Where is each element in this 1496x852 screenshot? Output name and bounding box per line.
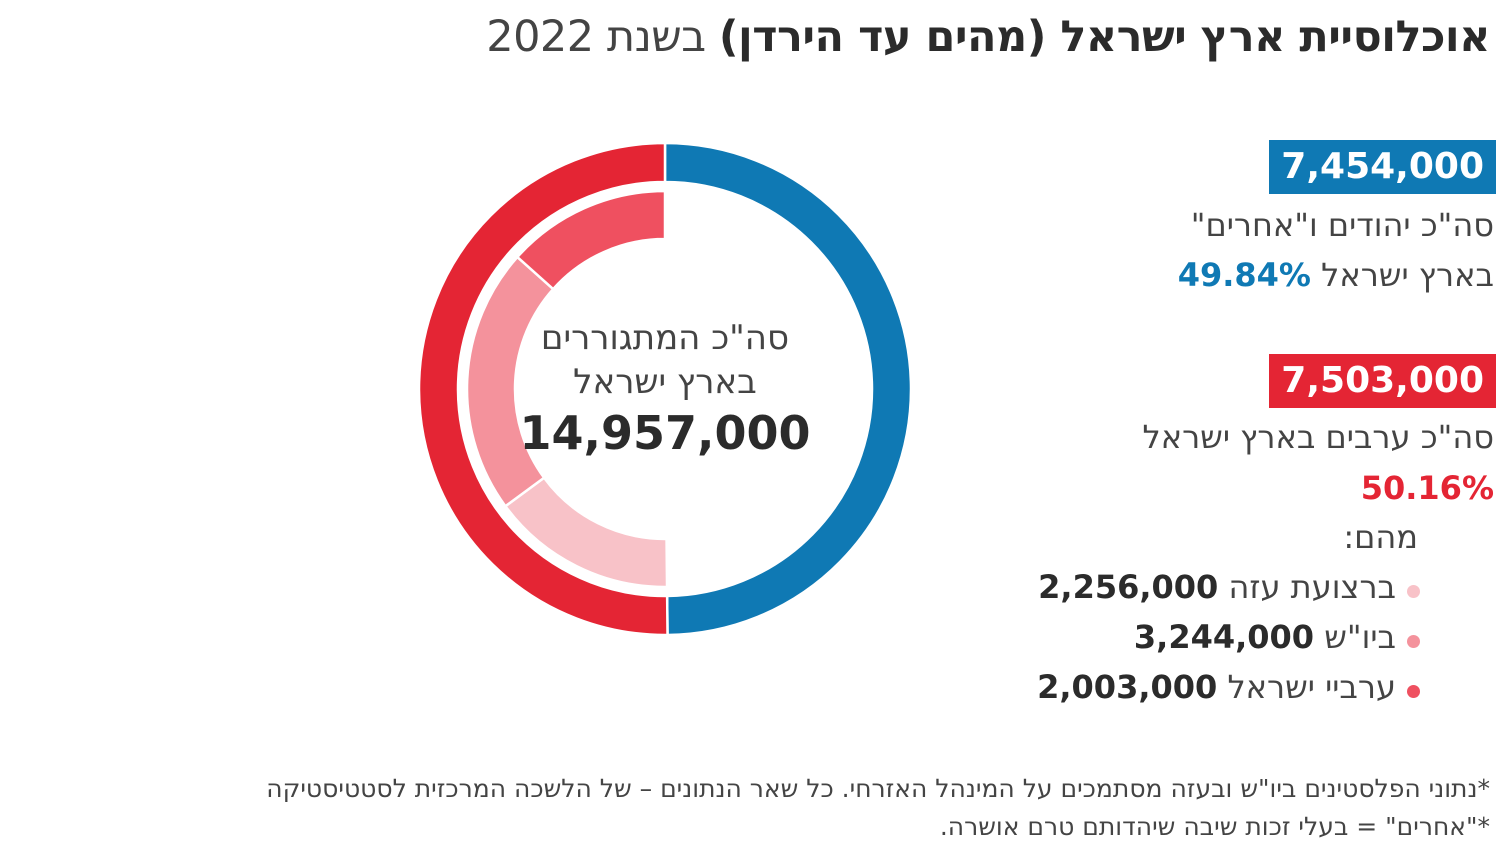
- israeli-arabs-legend-dot: [1407, 685, 1420, 698]
- breakdown-gaza-value: 2,256,000: [1038, 568, 1219, 606]
- breakdown-judea-samaria-label: ביו"ש: [1324, 618, 1396, 656]
- arabs-of-which: מהם:: [1343, 518, 1418, 556]
- arabs-total-box: 7,503,000: [1269, 354, 1496, 408]
- judea-samaria-legend-dot: [1407, 635, 1420, 648]
- inner-ring: [465, 189, 669, 589]
- outer-ring: [417, 141, 913, 637]
- jews-label: סה"כ יהודים ו"אחרים": [1190, 206, 1494, 244]
- footnote-others: *"אחרים" = בעלי זכות שיבה שיהדותם טרם או…: [939, 812, 1490, 841]
- gaza-legend-dot: [1407, 585, 1420, 598]
- chart-title: אוכלוסיית ארץ ישראל (מהים עד הירדן) בשנת…: [290, 8, 1490, 66]
- inner-ring-segment-2: [515, 189, 667, 291]
- breakdown-israeli-arabs-label: ערביי ישראל: [1227, 668, 1396, 706]
- breakdown-israeli-arabs: ערביי ישראל 2,003,000: [1037, 665, 1396, 709]
- jews-total-box: 7,454,000: [1269, 140, 1496, 194]
- jews-label-line2: בארץ ישראל 49.84%: [1178, 253, 1494, 297]
- jews-label-where: בארץ ישראל: [1321, 256, 1494, 294]
- title-main: אוכלוסיית ארץ ישראל (מהים עד הירדן): [718, 12, 1491, 62]
- footnote-source: *נתוני הפלסטינים ביו"ש ובעזה מסתמכים על …: [266, 774, 1490, 803]
- breakdown-israeli-arabs-value: 2,003,000: [1037, 668, 1218, 706]
- donut-chart: [417, 141, 913, 637]
- breakdown-judea-samaria: ביו"ש 3,244,000: [1134, 615, 1396, 659]
- jews-percent: 49.84%: [1177, 256, 1311, 294]
- center-label-line1: סה"כ המתגוררים: [540, 318, 790, 358]
- arabs-percent: 50.16%: [1360, 469, 1494, 507]
- outer-ring-segment-1: [417, 141, 669, 637]
- title-year: בשנת 2022: [486, 12, 706, 62]
- center-total: 14,957,000: [519, 406, 811, 460]
- breakdown-judea-samaria-value: 3,244,000: [1133, 618, 1315, 656]
- arabs-label: סה"כ ערבים בארץ ישראל: [1142, 418, 1495, 456]
- center-label-line2: בארץ ישראל: [573, 362, 757, 402]
- breakdown-gaza-label: ברצועת עזה: [1228, 568, 1396, 606]
- breakdown-gaza: ברצועת עזה 2,256,000: [1038, 565, 1396, 609]
